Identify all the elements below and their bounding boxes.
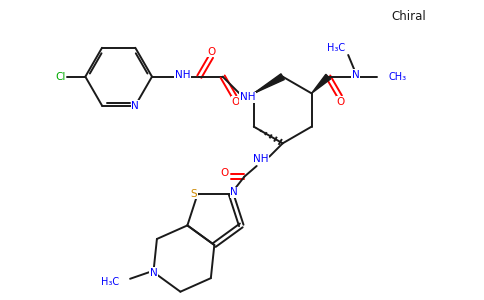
Text: O: O bbox=[208, 47, 216, 57]
Text: N: N bbox=[132, 100, 139, 110]
Text: N: N bbox=[230, 187, 238, 197]
Text: NH: NH bbox=[240, 92, 256, 102]
Text: S: S bbox=[190, 189, 197, 199]
Text: CH₃: CH₃ bbox=[388, 72, 407, 82]
Text: Chiral: Chiral bbox=[391, 10, 426, 23]
Text: N: N bbox=[352, 70, 360, 80]
Text: H₃C: H₃C bbox=[327, 43, 345, 53]
Polygon shape bbox=[254, 74, 284, 93]
Text: O: O bbox=[337, 97, 345, 107]
Text: O: O bbox=[231, 97, 240, 107]
Text: NH: NH bbox=[253, 154, 269, 164]
Polygon shape bbox=[312, 74, 331, 93]
Text: NH: NH bbox=[175, 70, 190, 80]
Text: O: O bbox=[220, 168, 228, 178]
Text: H₃C: H₃C bbox=[101, 277, 120, 287]
Text: Cl: Cl bbox=[55, 72, 65, 82]
Text: N: N bbox=[150, 268, 157, 278]
